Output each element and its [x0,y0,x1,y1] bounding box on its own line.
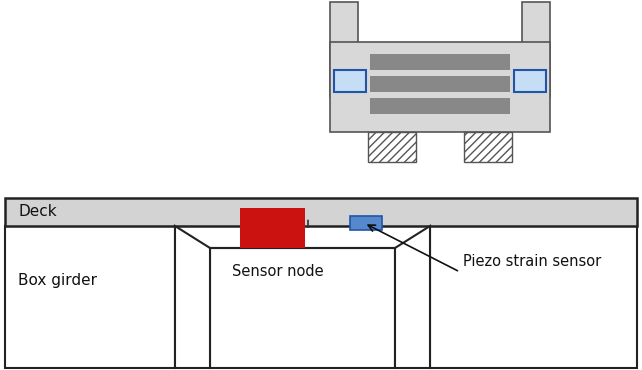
Bar [5,198,637,226]
Bar [334,70,366,92]
Bar [514,70,546,92]
Bar [370,54,510,70]
Bar [210,248,395,368]
Bar [464,132,512,162]
Text: Piezo strain sensor: Piezo strain sensor [463,254,602,269]
Bar [368,132,416,162]
Bar [330,2,358,97]
Bar [330,42,550,132]
Bar [240,208,305,248]
Bar [370,76,510,92]
Bar [522,2,550,97]
Text: Box girder: Box girder [18,273,97,289]
Bar [5,226,175,368]
Polygon shape [175,226,210,368]
Polygon shape [395,226,430,368]
Text: Deck: Deck [18,205,56,219]
Bar [370,98,510,114]
Text: Sensor node: Sensor node [232,264,324,279]
Bar [430,226,637,368]
Bar [350,216,382,230]
